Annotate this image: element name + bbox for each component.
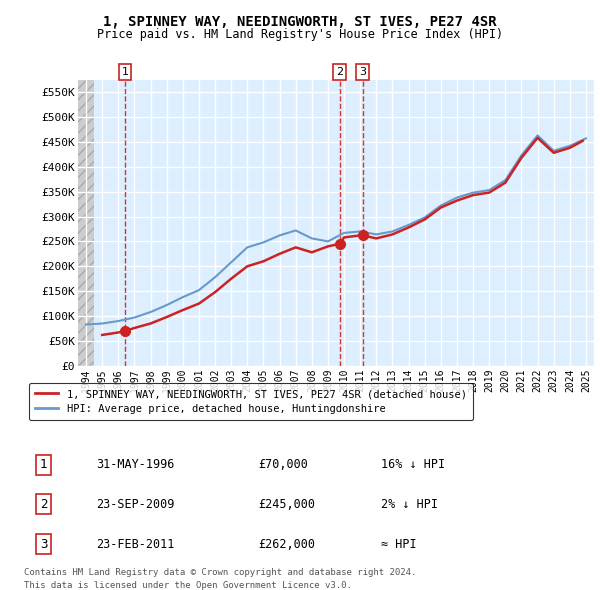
Text: 3: 3	[40, 537, 47, 550]
Text: 1, SPINNEY WAY, NEEDINGWORTH, ST IVES, PE27 4SR: 1, SPINNEY WAY, NEEDINGWORTH, ST IVES, P…	[103, 15, 497, 29]
Legend: 1, SPINNEY WAY, NEEDINGWORTH, ST IVES, PE27 4SR (detached house), HPI: Average p: 1, SPINNEY WAY, NEEDINGWORTH, ST IVES, P…	[29, 383, 473, 420]
Text: £245,000: £245,000	[259, 498, 316, 511]
Text: 1: 1	[122, 67, 128, 77]
Text: ≈ HPI: ≈ HPI	[381, 537, 417, 550]
Text: Price paid vs. HM Land Registry's House Price Index (HPI): Price paid vs. HM Land Registry's House …	[97, 28, 503, 41]
Text: 16% ↓ HPI: 16% ↓ HPI	[381, 458, 445, 471]
Text: 2: 2	[336, 67, 343, 77]
Text: 3: 3	[359, 67, 366, 77]
Text: 1: 1	[40, 458, 47, 471]
Text: 2: 2	[40, 498, 47, 511]
Bar	[78, 80, 94, 366]
Text: 23-FEB-2011: 23-FEB-2011	[97, 537, 175, 550]
Text: Contains HM Land Registry data © Crown copyright and database right 2024.: Contains HM Land Registry data © Crown c…	[24, 568, 416, 576]
Text: 2% ↓ HPI: 2% ↓ HPI	[381, 498, 438, 511]
Text: £262,000: £262,000	[259, 537, 316, 550]
Text: This data is licensed under the Open Government Licence v3.0.: This data is licensed under the Open Gov…	[24, 581, 352, 589]
Text: 23-SEP-2009: 23-SEP-2009	[97, 498, 175, 511]
Text: £70,000: £70,000	[259, 458, 308, 471]
Text: 31-MAY-1996: 31-MAY-1996	[97, 458, 175, 471]
